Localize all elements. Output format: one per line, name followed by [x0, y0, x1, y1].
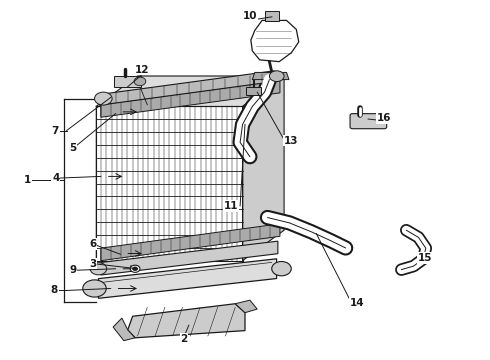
- Text: 16: 16: [377, 113, 392, 123]
- FancyBboxPatch shape: [350, 114, 387, 129]
- Text: 8: 8: [51, 285, 58, 296]
- Polygon shape: [101, 80, 280, 117]
- Text: 11: 11: [224, 201, 239, 211]
- Polygon shape: [101, 224, 280, 261]
- Circle shape: [134, 77, 146, 86]
- Text: 3: 3: [89, 258, 96, 269]
- Polygon shape: [98, 259, 277, 298]
- Text: 1: 1: [24, 175, 31, 185]
- Text: 5: 5: [70, 143, 76, 153]
- Circle shape: [83, 280, 106, 297]
- Polygon shape: [235, 300, 257, 313]
- Polygon shape: [251, 21, 299, 62]
- Text: 12: 12: [135, 64, 149, 75]
- Bar: [96, 107, 243, 261]
- Circle shape: [130, 265, 140, 273]
- Bar: [114, 76, 141, 87]
- Polygon shape: [113, 318, 135, 341]
- Polygon shape: [252, 72, 289, 80]
- Text: 13: 13: [284, 136, 299, 145]
- Polygon shape: [96, 76, 284, 107]
- Bar: [246, 87, 261, 95]
- Text: 4: 4: [52, 173, 60, 183]
- Circle shape: [270, 71, 284, 82]
- Text: 14: 14: [350, 298, 365, 308]
- Polygon shape: [101, 241, 278, 275]
- Bar: [265, 12, 279, 22]
- Text: 10: 10: [243, 11, 257, 21]
- Circle shape: [90, 263, 107, 275]
- Text: 7: 7: [52, 126, 59, 135]
- Circle shape: [272, 261, 291, 276]
- Circle shape: [133, 267, 138, 271]
- Polygon shape: [243, 76, 284, 261]
- Text: 6: 6: [89, 239, 96, 249]
- Polygon shape: [103, 71, 274, 105]
- Circle shape: [95, 92, 112, 105]
- Polygon shape: [128, 304, 245, 338]
- Text: 9: 9: [70, 265, 76, 275]
- Text: 15: 15: [417, 253, 432, 263]
- Text: 2: 2: [180, 333, 188, 343]
